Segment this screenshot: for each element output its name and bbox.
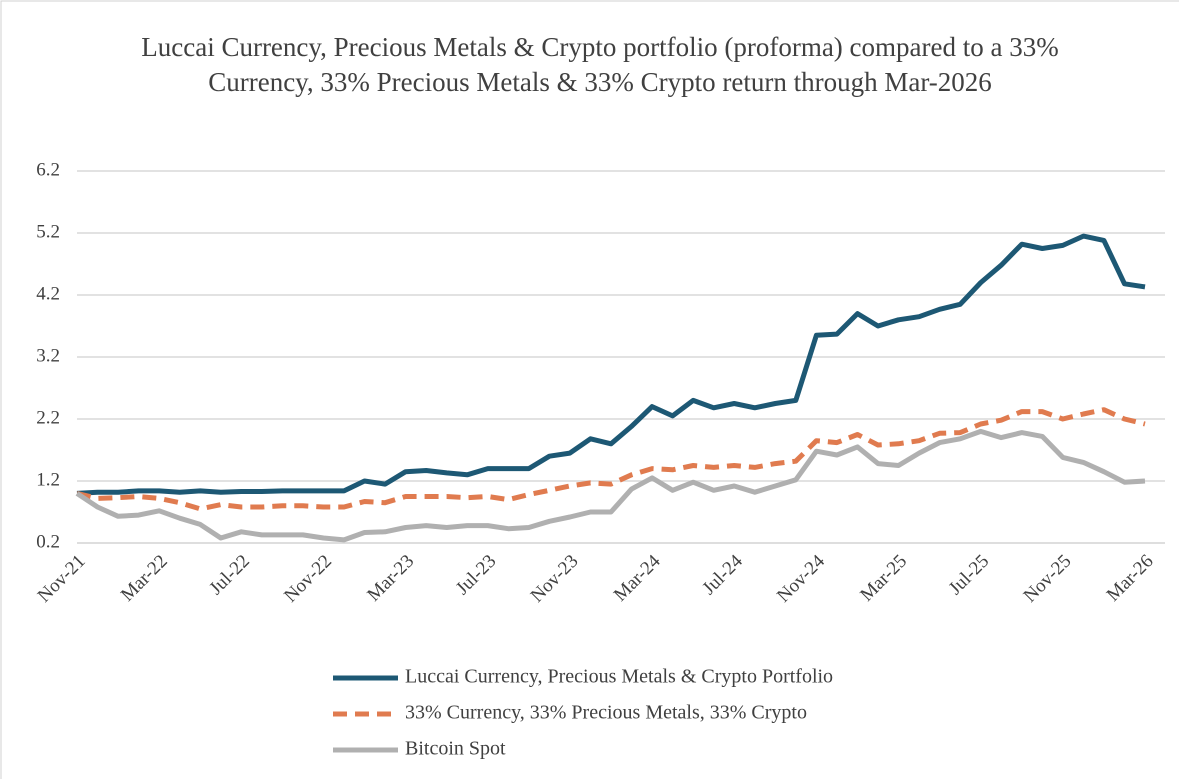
x-tick-label: Jul-24 [698, 550, 747, 599]
legend-label: Bitcoin Spot [405, 738, 506, 760]
x-tick-label: Mar-24 [610, 550, 665, 605]
y-tick-label: 5.2 [36, 221, 60, 242]
y-tick-label: 4.2 [36, 283, 60, 304]
x-tick-label: Jul-25 [945, 551, 993, 599]
y-tick-label: 1.2 [36, 469, 60, 490]
title-box: Luccai Currency, Precious Metals & Crypt… [141, 32, 1059, 97]
y-tick-label: 0.2 [36, 531, 60, 552]
y-tick-label: 2.2 [36, 407, 60, 428]
x-tick-label: Nov-21 [34, 551, 90, 607]
x-tick-label: Jul-23 [452, 551, 500, 599]
x-tick-label: Jul-22 [205, 551, 253, 599]
x-tick-label: Nov-25 [1020, 551, 1076, 607]
series-line [75, 428, 1146, 543]
legend-label: 33% Currency, 33% Precious Metals, 33% C… [405, 702, 807, 724]
x-tick-label: Nov-23 [527, 551, 583, 607]
x-tick-label: Mar-23 [363, 551, 418, 606]
x-tick-label: Mar-22 [117, 551, 172, 606]
x-tick-label: Mar-25 [856, 551, 911, 606]
series-line [76, 407, 1146, 512]
series-line [76, 233, 1146, 496]
x-tick-label: Nov-22 [280, 551, 336, 607]
legend-label: Luccai Currency, Precious Metals & Crypt… [405, 666, 833, 688]
x-tick-label: Mar-26 [1103, 551, 1158, 606]
chart-title: Luccai Currency, Precious Metals & Crypt… [141, 32, 1059, 97]
y-tick-label: 6.2 [36, 159, 60, 180]
y-tick-label: 3.2 [36, 345, 60, 366]
x-tick-label: Nov-24 [773, 550, 829, 606]
